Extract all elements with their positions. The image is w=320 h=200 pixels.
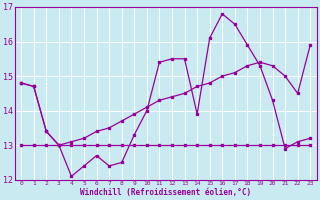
X-axis label: Windchill (Refroidissement éolien,°C): Windchill (Refroidissement éolien,°C): [80, 188, 251, 197]
